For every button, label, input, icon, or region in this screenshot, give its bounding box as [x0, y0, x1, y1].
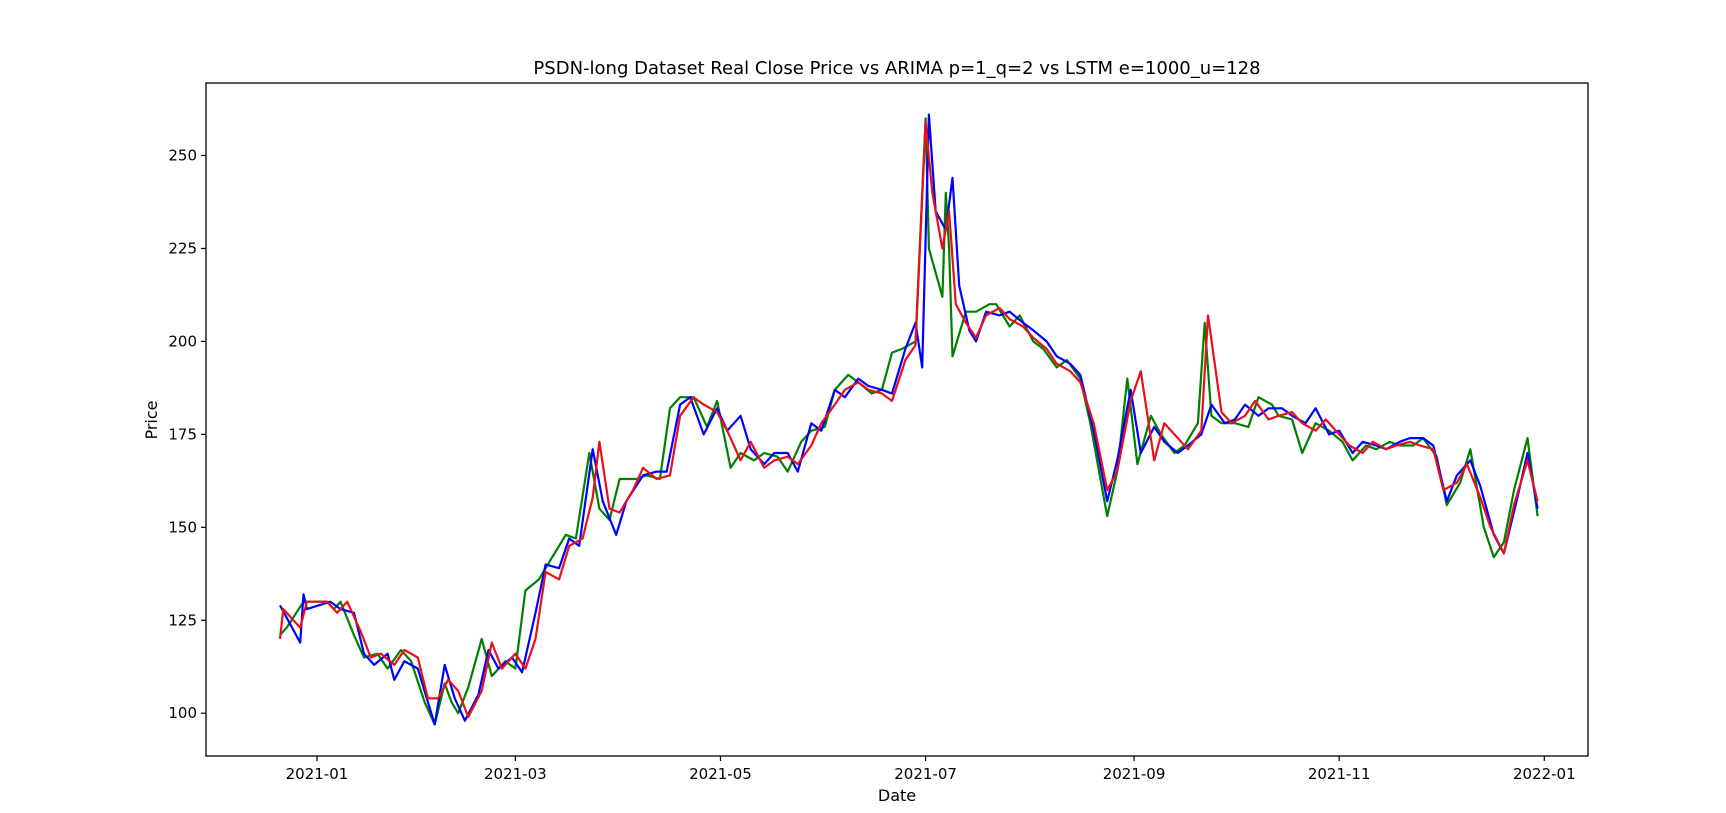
series-line-1 [279, 117, 1539, 726]
x-tick-label: 2021-05 [689, 765, 752, 783]
x-tick-label: 2021-03 [484, 765, 547, 783]
x-tick-label: 2022-01 [1513, 765, 1576, 783]
y-tick-label: 225 [168, 239, 197, 257]
y-tick-label: 150 [168, 518, 197, 536]
y-axis-ticks: 100 125 150 175 200 225 250 [168, 147, 206, 722]
series-layer [278, 113, 1539, 726]
y-tick-label: 125 [168, 611, 197, 629]
y-tick-label: 100 [168, 704, 197, 722]
plot-area-frame [205, 82, 1589, 757]
x-axis-label: Date [878, 786, 916, 805]
series-line-2 [279, 113, 1539, 726]
y-tick-label: 250 [168, 147, 197, 165]
chart-title: PSDN-long Dataset Real Close Price vs AR… [533, 58, 1260, 79]
x-tick-label: 2021-11 [1308, 765, 1371, 783]
y-tick-label: 200 [168, 332, 197, 350]
y-tick-label: 175 [168, 425, 197, 443]
x-axis-ticks: 2021-01 2021-03 2021-05 2021-07 2021-09 2021-… [286, 756, 1576, 783]
x-tick-label: 2021-01 [286, 765, 349, 783]
x-tick-label: 2021-07 [894, 765, 957, 783]
x-tick-label: 2021-09 [1103, 765, 1166, 783]
y-axis-label: Price [142, 400, 161, 439]
series-line-3 [278, 120, 1539, 719]
